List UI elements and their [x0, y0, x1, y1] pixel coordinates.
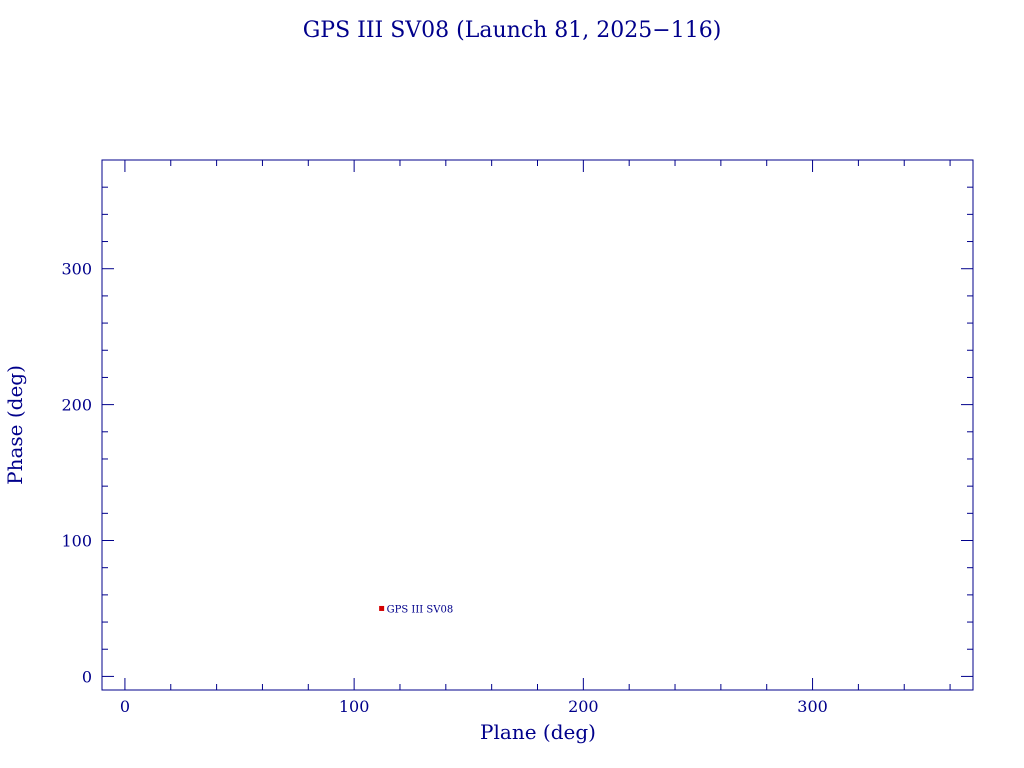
axis-tick-labels: 0 100 200 300 0 100 200 300	[61, 260, 827, 716]
plot-frame	[101, 159, 974, 691]
y-tick-label: 200	[61, 396, 92, 415]
x-tick-label: 100	[339, 697, 370, 716]
data-point-label: GPS III SV08	[387, 604, 454, 615]
y-tick-label: 0	[82, 667, 92, 686]
y-tick-label: 100	[61, 532, 92, 551]
y-tick-label: 300	[61, 260, 92, 279]
chart-title: GPS III SV08 (Launch 81, 2025−116)	[303, 18, 722, 43]
x-tick-label: 300	[797, 697, 828, 716]
y-axis-label: Phase (deg)	[3, 365, 27, 485]
data-points: GPS III SV08	[379, 604, 453, 615]
data-point-marker	[379, 605, 385, 611]
x-tick-label: 200	[568, 697, 599, 716]
axis-ticks	[102, 159, 973, 690]
x-axis-label: Plane (deg)	[480, 720, 596, 744]
x-tick-label: 0	[120, 697, 130, 716]
